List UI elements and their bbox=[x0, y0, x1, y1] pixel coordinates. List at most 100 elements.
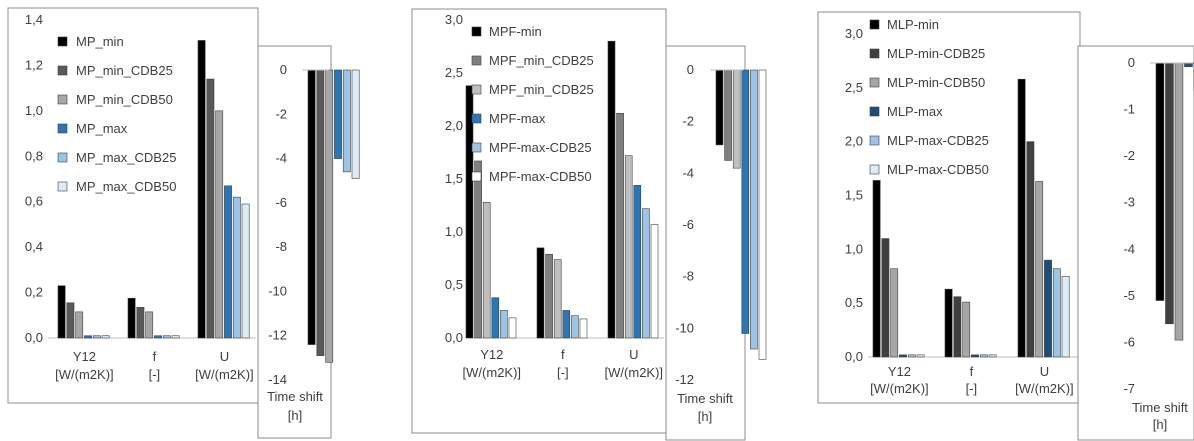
bar bbox=[171, 335, 180, 339]
bar bbox=[650, 224, 659, 339]
bar bbox=[162, 335, 171, 339]
y-tick-label: -4 bbox=[1123, 241, 1135, 256]
y-tick-label: 0,0 bbox=[445, 330, 463, 345]
bar bbox=[197, 40, 206, 339]
legend-swatch bbox=[471, 55, 482, 66]
legend-swatch bbox=[471, 84, 482, 95]
y-tick-label: 3,0 bbox=[445, 12, 463, 27]
y-tick-label: 2,5 bbox=[845, 80, 863, 95]
legend-entry: MP_max bbox=[76, 121, 128, 136]
x-category-label: [h] bbox=[288, 408, 302, 423]
legend-swatch bbox=[57, 123, 68, 134]
bar bbox=[101, 335, 110, 339]
bar bbox=[962, 301, 971, 358]
bar bbox=[66, 302, 75, 339]
y-tick-label: 0,4 bbox=[25, 239, 43, 254]
chart-mpf: 0,0 0,5 1,0 1,5 2,0 2,5 3,0 Y12 [W/(m2K)] f [-] U [W… bbox=[411, 8, 767, 441]
x-category-label: [-] bbox=[149, 367, 161, 382]
y-tick-label: 1,0 bbox=[445, 224, 463, 239]
bar bbox=[334, 69, 342, 159]
x-category-label: U bbox=[629, 347, 638, 362]
bar bbox=[491, 297, 500, 339]
legend-entry: MLP-max bbox=[887, 104, 943, 119]
bar bbox=[916, 354, 925, 358]
y-tick-label: 0 bbox=[280, 62, 287, 77]
x-category-label: [h] bbox=[1153, 417, 1167, 432]
y-tick-label: 0 bbox=[1128, 55, 1135, 70]
bar bbox=[872, 180, 881, 358]
bar bbox=[988, 354, 997, 358]
y-tick-label: -14 bbox=[268, 372, 287, 387]
time-shift-chart: 0 -2 -4 -6 -8 -10 -12 -14 Time shift [h] bbox=[257, 45, 360, 439]
y-tick-label: 1,2 bbox=[25, 57, 43, 72]
y-tick-label: -12 bbox=[675, 372, 694, 387]
legend-entry: MPF_min_CDB25 bbox=[489, 53, 594, 68]
bar bbox=[482, 202, 491, 339]
bar bbox=[465, 85, 474, 339]
x-category-label: [W/(m2K)] bbox=[195, 367, 254, 382]
bar bbox=[215, 110, 224, 339]
legend: MPF-min MPF_min_CDB25 MPF_min_CDB25 MPF-max… bbox=[471, 24, 594, 184]
bar bbox=[136, 307, 145, 339]
legend-entry: MP_min_CDB25 bbox=[76, 63, 173, 78]
legend-swatch bbox=[869, 77, 880, 88]
legend-swatch bbox=[869, 48, 880, 59]
bar bbox=[642, 208, 650, 339]
bar bbox=[342, 69, 351, 173]
legend-entry: MP_min_CDB50 bbox=[76, 92, 173, 107]
y-tick-label: 0,0 bbox=[25, 330, 43, 345]
y-tick-label: 1,0 bbox=[845, 241, 863, 256]
y-tick-label: 0 bbox=[687, 62, 694, 77]
y-tick-label: -6 bbox=[1123, 334, 1135, 349]
x-category-label: [W/(m2K)] bbox=[55, 367, 114, 382]
y-tick-label: 0,2 bbox=[25, 285, 43, 300]
x-category-label: Time shift bbox=[677, 391, 733, 406]
y-tick-label: -10 bbox=[268, 283, 287, 298]
y-tick-label: -2 bbox=[682, 114, 694, 129]
bar bbox=[633, 185, 642, 339]
y-tick-label: 0,6 bbox=[25, 194, 43, 209]
bar bbox=[953, 296, 962, 358]
y-tick-label: -12 bbox=[268, 328, 287, 343]
legend-swatch bbox=[869, 164, 880, 175]
legend-swatch bbox=[471, 113, 482, 124]
bar bbox=[881, 238, 890, 358]
x-category-label: f bbox=[970, 364, 974, 379]
bar bbox=[724, 69, 732, 161]
bar bbox=[84, 335, 92, 339]
y-tick-label: -6 bbox=[275, 195, 287, 210]
y-tick-label: 2,5 bbox=[445, 65, 463, 80]
bar bbox=[232, 196, 241, 339]
bar bbox=[758, 69, 767, 360]
y-tick-label: -3 bbox=[1123, 195, 1135, 210]
y-tick-label: -8 bbox=[275, 239, 287, 254]
bar bbox=[741, 69, 750, 334]
bar bbox=[944, 288, 953, 358]
y-tick-label: -6 bbox=[682, 217, 694, 232]
legend-swatch bbox=[471, 171, 482, 182]
legend-swatch bbox=[57, 181, 68, 192]
legend-entry: MPF-max-CDB25 bbox=[489, 140, 592, 155]
y-tick-label: 0,0 bbox=[845, 349, 863, 364]
bar bbox=[154, 335, 162, 339]
x-category-label: [W/(m2K)] bbox=[463, 365, 522, 380]
bar bbox=[325, 69, 334, 363]
bar bbox=[351, 69, 360, 179]
legend: MLP-min MLP-min-CDB25 MLP-min-CDB50 MLP-max… bbox=[869, 17, 989, 177]
bar bbox=[1165, 62, 1174, 325]
legend-entry: MLP-max-CDB25 bbox=[887, 133, 989, 148]
bar bbox=[1052, 268, 1061, 358]
legend-swatch bbox=[57, 152, 68, 163]
y-tick-label: -1 bbox=[1123, 102, 1135, 117]
chart-mlp: 0,0 0,5 1,0 1,5 2,0 2,5 3,0 Y12 [W/(m2K)] f [-] U [W… bbox=[817, 11, 1194, 441]
bar bbox=[562, 310, 571, 339]
bar bbox=[899, 354, 907, 358]
bar bbox=[145, 311, 154, 339]
time-shift-chart: 0 -2 -4 -6 -8 -10 -12 Time shift [h] bbox=[665, 45, 767, 441]
y-tick-label: -8 bbox=[682, 269, 694, 284]
bar bbox=[750, 69, 758, 350]
y-tick-label: 0,5 bbox=[845, 295, 863, 310]
bar bbox=[1017, 78, 1026, 358]
y-tick-label: -7 bbox=[1123, 381, 1135, 396]
y-tick-label: -4 bbox=[682, 165, 694, 180]
